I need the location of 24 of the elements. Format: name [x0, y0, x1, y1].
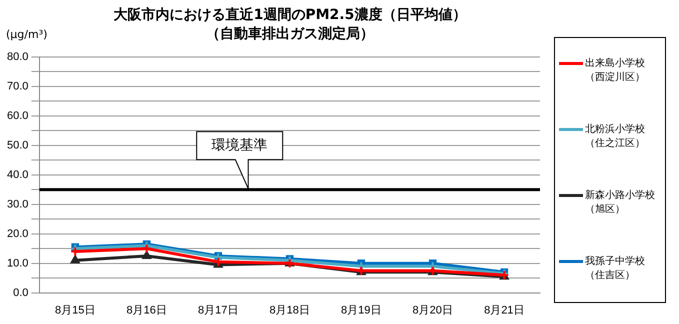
y-tick-label: 30.0 — [6, 198, 28, 210]
legend-label: 我孫子中学校（住吉区） — [585, 255, 646, 283]
y-tick-label: 0.0 — [13, 286, 28, 299]
legend-label: 新森小路小学校（旭区） — [585, 189, 656, 217]
x-tick-label: 8月20日 — [412, 304, 453, 316]
y-axis-title: (μg/m³) — [6, 28, 48, 41]
y-tick-label: 80.0 — [6, 51, 28, 64]
x-tick-label: 8月18日 — [270, 304, 310, 316]
chart-title: 大阪市内における直近1週間のPM2.5濃度（日平均値） — [114, 7, 466, 23]
legend-label: 出来島小学校（西淀川区） — [585, 57, 646, 85]
x-tick-label: 8月15日 — [54, 304, 96, 316]
y-tick-label: 40.0 — [6, 168, 28, 181]
y-tick-label: 60.0 — [6, 110, 28, 122]
y-tick-label: 50.0 — [6, 139, 28, 152]
x-tick-label: 8月17日 — [198, 304, 238, 316]
y-tick-label: 20.0 — [6, 228, 28, 240]
legend-label: 北粉浜小学校（住之江区） — [585, 123, 646, 151]
x-tick-label: 8月21日 — [484, 304, 524, 316]
x-tick-label: 8月19日 — [341, 304, 382, 316]
x-tick-label: 8月16日 — [126, 304, 167, 316]
ref-line-label: 環境基準 — [212, 137, 268, 154]
chart-subtitle: （自動車排出ガス測定局） — [206, 26, 374, 42]
y-tick-label: 70.0 — [6, 80, 28, 93]
y-tick-label: 10.0 — [6, 257, 28, 270]
